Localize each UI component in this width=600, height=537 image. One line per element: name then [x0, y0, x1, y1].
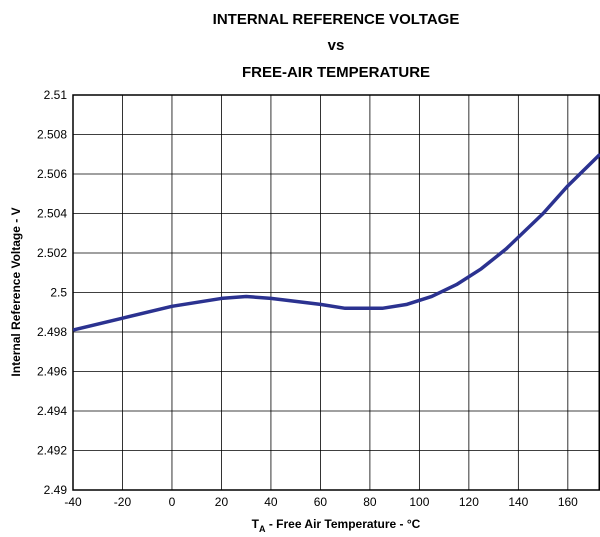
x-tick-label: 160: [558, 495, 578, 509]
x-axis-label-text: - Free Air Temperature - °C: [266, 517, 421, 531]
y-tick-label: 2.51: [44, 88, 68, 102]
x-tick-label: 100: [409, 495, 429, 509]
y-tick-label: 2.492: [37, 444, 67, 458]
x-tick-label: -20: [114, 495, 132, 509]
x-tick-label: 20: [215, 495, 229, 509]
chart-title: FREE-AIR TEMPERATURE: [242, 64, 430, 81]
y-tick-label: 2.498: [37, 325, 67, 339]
x-tick-label: 80: [363, 495, 377, 509]
x-tick-label: -40: [64, 495, 82, 509]
y-tick-label: 2.49: [44, 483, 68, 497]
y-tick-label: 2.494: [37, 404, 67, 418]
chart-title: vs: [328, 37, 345, 54]
chart-title: INTERNAL REFERENCE VOLTAGE: [213, 11, 460, 28]
x-axis-label-subscript: A: [259, 524, 266, 534]
x-axis-label-symbol: T: [252, 517, 260, 531]
x-tick-label: 120: [459, 495, 479, 509]
x-axis-label: TA - Free Air Temperature - °C: [252, 517, 421, 534]
y-tick-label: 2.5: [50, 286, 67, 300]
y-axis-label: Internal Reference Voltage - V: [9, 207, 23, 376]
y-tick-label: 2.502: [37, 246, 67, 260]
y-tick-label: 2.504: [37, 207, 67, 221]
x-tick-label: 0: [169, 495, 176, 509]
y-tick-label: 2.496: [37, 365, 67, 379]
data-line: [73, 153, 600, 332]
y-tick-label: 2.506: [37, 167, 67, 181]
x-tick-label: 40: [264, 495, 278, 509]
y-tick-label: 2.508: [37, 128, 67, 142]
plot-frame: [72, 94, 600, 491]
x-tick-label: 60: [314, 495, 328, 509]
x-tick-label: 140: [508, 495, 528, 509]
